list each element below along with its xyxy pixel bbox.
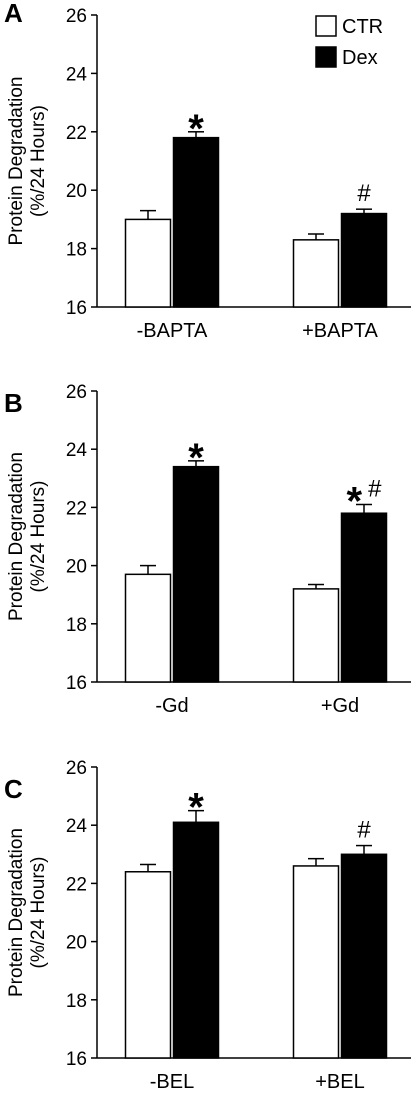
y-tick-label: 26 [66,6,87,27]
chart-panel-a: A 16 18 20 22 24 26 Protein Degradation (%/24 Ho… [4,0,411,342]
y-tick-label: 26 [66,382,87,403]
y-axis-label: (%/24 Hours) [28,481,49,593]
y-axis-label: Protein Degradation [6,77,27,246]
x-tick-label: -BEL [150,1071,194,1093]
bar-dex [340,512,388,683]
significance-star: * [188,107,204,151]
x-tick-label: -BAPTA [137,320,208,342]
y-axis-label: (%/24 Hours) [28,857,49,969]
x-tick-label: +BEL [315,1071,364,1093]
legend-swatch-ctr [315,15,337,37]
y-tick-label: 18 [66,240,87,261]
y-tick-label: 22 [66,498,87,519]
y-axis-label: Protein Degradation [6,452,27,621]
x-tick-label: -Gd [155,695,188,717]
bar-ctr [124,871,172,1059]
significance-hash: # [357,817,371,844]
significance-hash: # [357,180,371,207]
bar-dex [172,136,220,308]
y-axis-label: (%/24 Hours) [28,105,49,217]
chart-panel-c: C 16 18 20 22 24 26 Protein Degradation (%/24 Ho… [4,758,411,1093]
significance-combined: * # [347,475,383,523]
legend-label: Dex [342,47,378,69]
y-tick-label: 26 [66,758,87,779]
y-tick-label: 24 [66,64,88,85]
y-tick-label: 20 [66,557,87,578]
y-tick-label: 16 [66,673,87,694]
bar-dex [340,853,388,1059]
significance-star: * [188,436,204,480]
significance-star: * [188,786,204,830]
panel-label: C [4,774,23,804]
y-axis-label: Protein Degradation [6,828,27,997]
bar-ctr [292,588,340,683]
y-tick-label: 24 [66,440,88,461]
bar-ctr [292,865,340,1059]
panel-label: B [4,388,23,418]
bar-dex [172,821,220,1059]
legend-label: CTR [342,16,383,38]
panel-label: A [4,0,23,28]
bar-dex [340,212,388,308]
chart-panel-b: B 16 18 20 22 24 26 Protein Degradation (%/24 Ho… [4,382,411,717]
y-tick-label: 16 [66,298,87,319]
y-tick-label: 22 [66,123,87,144]
x-tick-label: +Gd [321,695,359,717]
bar-ctr [124,573,172,683]
legend-swatch-dex [315,46,337,68]
bar-dex [172,465,220,683]
bar-ctr [124,218,172,308]
y-tick-label: 16 [66,1049,87,1070]
y-tick-label: 18 [66,615,87,636]
y-tick-label: 24 [66,816,88,837]
y-tick-label: 20 [66,933,87,954]
y-tick-label: 20 [66,181,87,202]
bar-ctr [292,239,340,308]
y-tick-label: 22 [66,874,87,895]
x-tick-label: +BAPTA [302,320,378,342]
y-tick-label: 18 [66,991,87,1012]
